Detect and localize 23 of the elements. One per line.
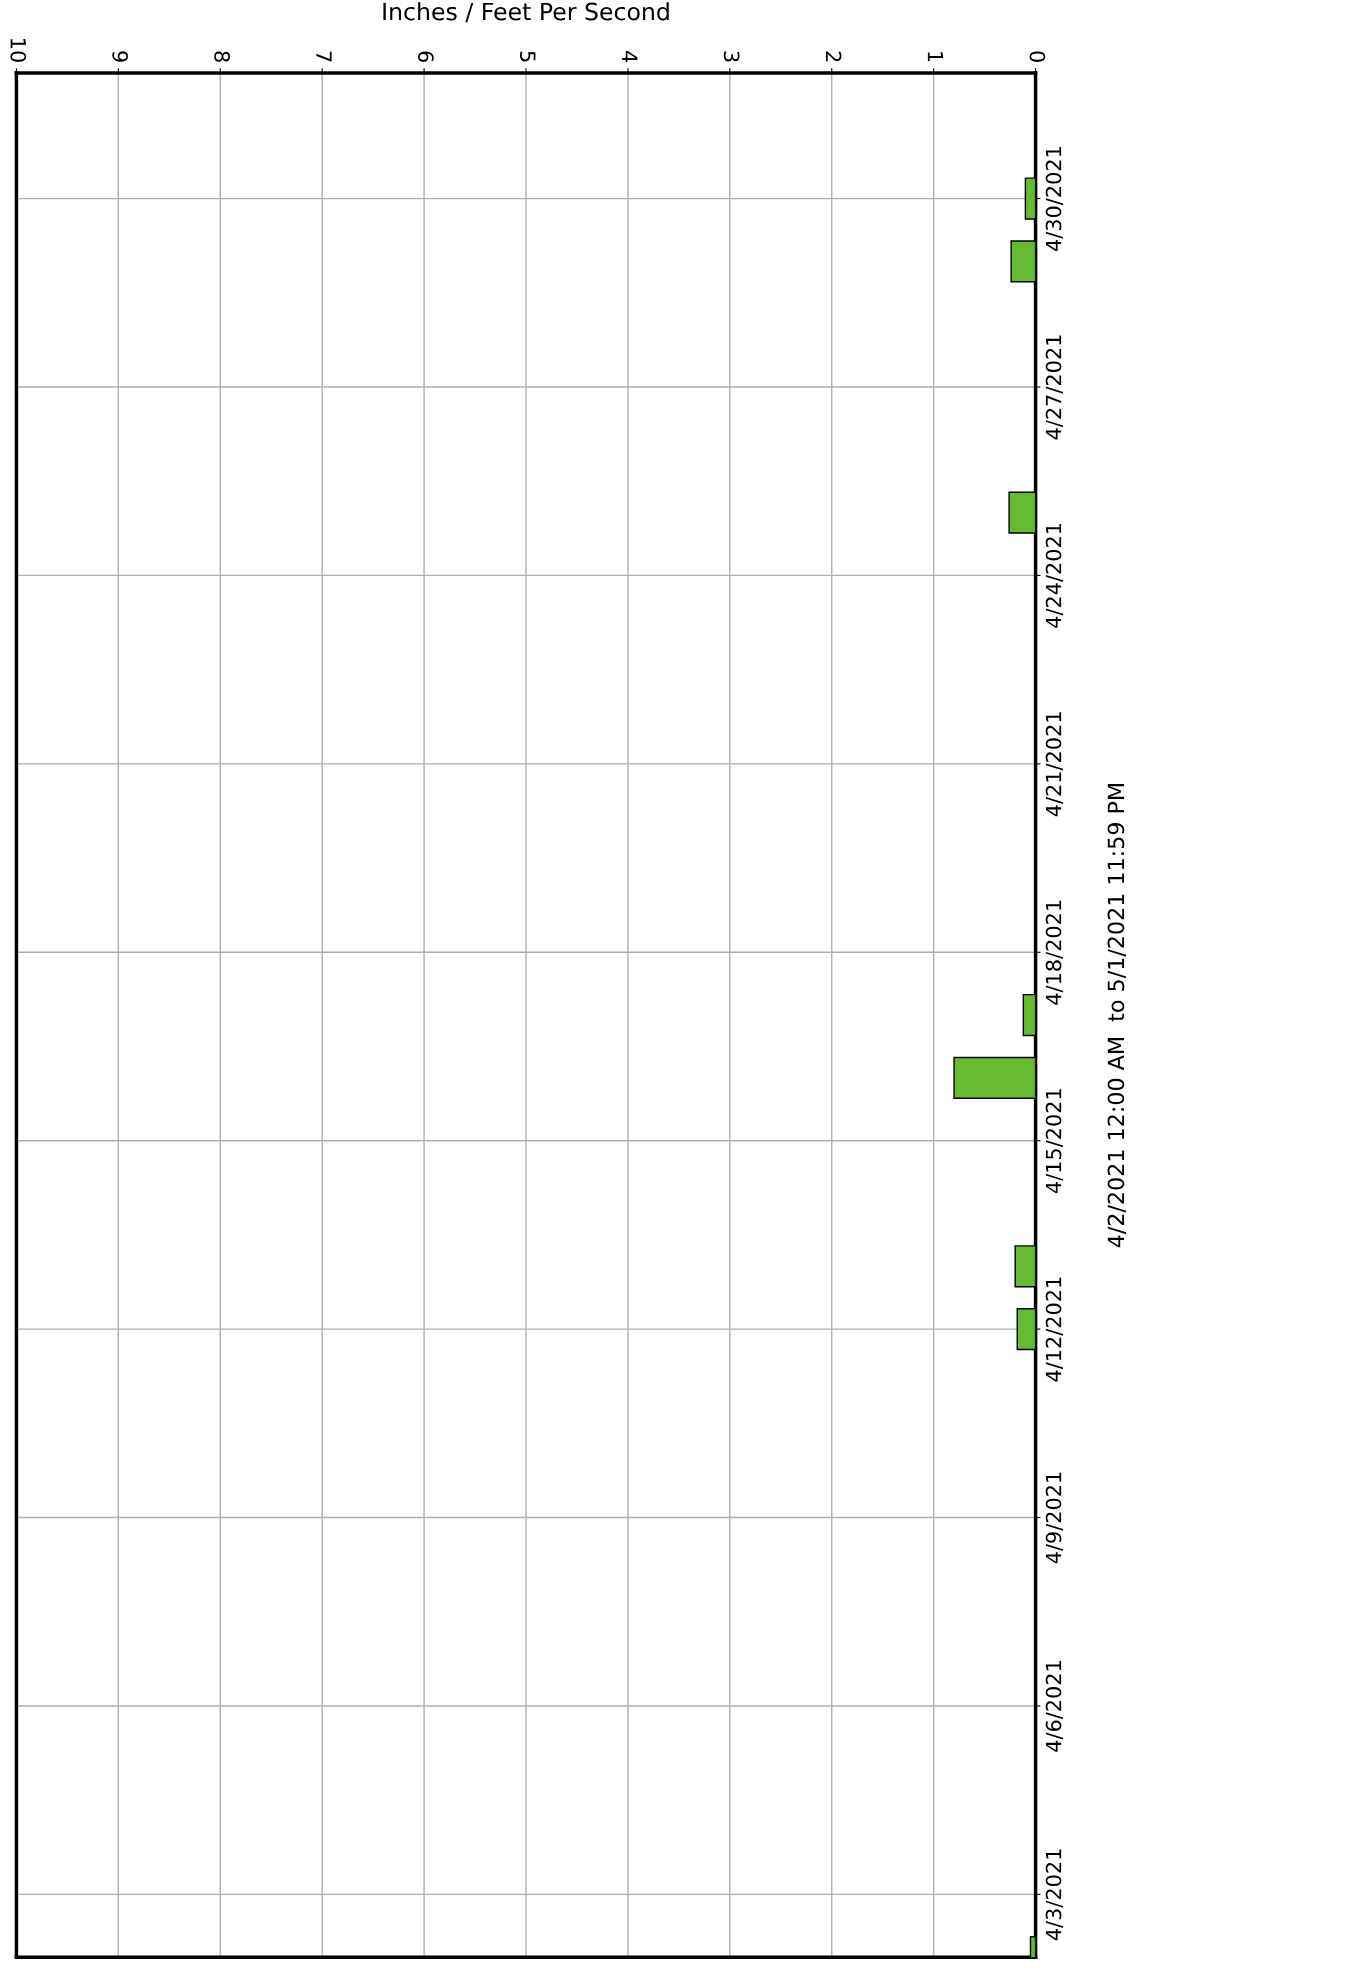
y-axis-title: 4/2/2021 12:00 AM to 5/1/2021 11:59 PM	[1107, 784, 1127, 1248]
y-tick-label: 4/24/2021	[1045, 523, 1064, 628]
x-tick-label: 4	[622, 51, 638, 63]
y-tick-label: 4/12/2021	[1045, 1277, 1064, 1382]
x-tick-label: 7	[316, 51, 332, 62]
x-tick-label: 5	[519, 51, 536, 62]
x-axis-title: Inches / Feet Per Second	[383, 2, 669, 23]
x-tick-label: 8	[214, 51, 230, 62]
x-tick-label: 0	[1029, 51, 1046, 62]
y-tick-label: 4/30/2021	[1045, 147, 1064, 251]
y-tick-label: 4/3/2021	[1045, 1849, 1064, 1941]
y-tick-label: 4/21/2021	[1045, 712, 1064, 817]
y-tick-label: 4/6/2021	[1045, 1661, 1064, 1752]
x-tick-label: 10	[10, 39, 27, 62]
y-tick-label: 4/18/2021	[1045, 900, 1064, 1005]
y-tick-label: 4/27/2021	[1045, 335, 1064, 440]
x-tick-label: 6	[418, 51, 434, 62]
x-tick-label: 3	[723, 51, 740, 62]
x-tick-label: 9	[112, 51, 129, 62]
x-tick-label: 2	[826, 51, 842, 62]
y-tick-label: 4/9/2021	[1045, 1472, 1064, 1564]
y-tick-label: 4/15/2021	[1045, 1089, 1064, 1194]
x-tick-label: 1	[927, 52, 944, 62]
